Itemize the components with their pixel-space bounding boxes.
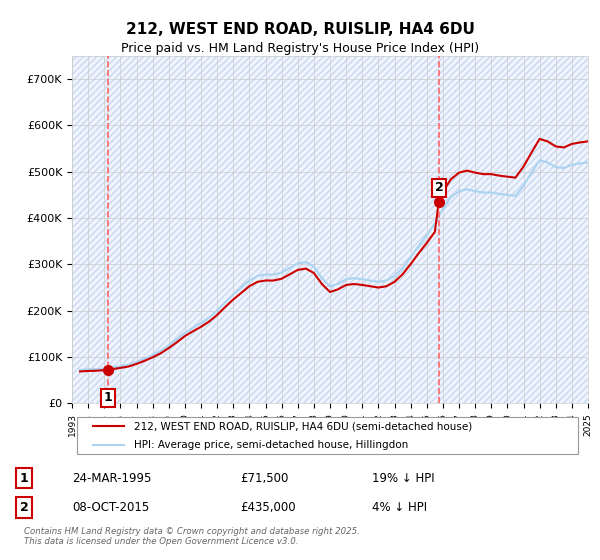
Text: Contains HM Land Registry data © Crown copyright and database right 2025.
This d: Contains HM Land Registry data © Crown c… — [24, 526, 360, 546]
Text: 1: 1 — [103, 391, 112, 404]
FancyBboxPatch shape — [77, 417, 578, 454]
Text: 212, WEST END ROAD, RUISLIP, HA4 6DU: 212, WEST END ROAD, RUISLIP, HA4 6DU — [125, 22, 475, 38]
Text: 08-OCT-2015: 08-OCT-2015 — [72, 501, 149, 514]
Text: 19% ↓ HPI: 19% ↓ HPI — [372, 472, 434, 484]
Text: HPI: Average price, semi-detached house, Hillingdon: HPI: Average price, semi-detached house,… — [134, 440, 408, 450]
Text: 212, WEST END ROAD, RUISLIP, HA4 6DU (semi-detached house): 212, WEST END ROAD, RUISLIP, HA4 6DU (se… — [134, 421, 472, 431]
Text: 2: 2 — [20, 501, 28, 514]
Text: 4% ↓ HPI: 4% ↓ HPI — [372, 501, 427, 514]
Text: £71,500: £71,500 — [240, 472, 289, 484]
Text: Price paid vs. HM Land Registry's House Price Index (HPI): Price paid vs. HM Land Registry's House … — [121, 42, 479, 55]
Text: 24-MAR-1995: 24-MAR-1995 — [72, 472, 151, 484]
Text: 2: 2 — [435, 181, 443, 194]
Text: £435,000: £435,000 — [240, 501, 296, 514]
Text: 1: 1 — [20, 472, 28, 484]
